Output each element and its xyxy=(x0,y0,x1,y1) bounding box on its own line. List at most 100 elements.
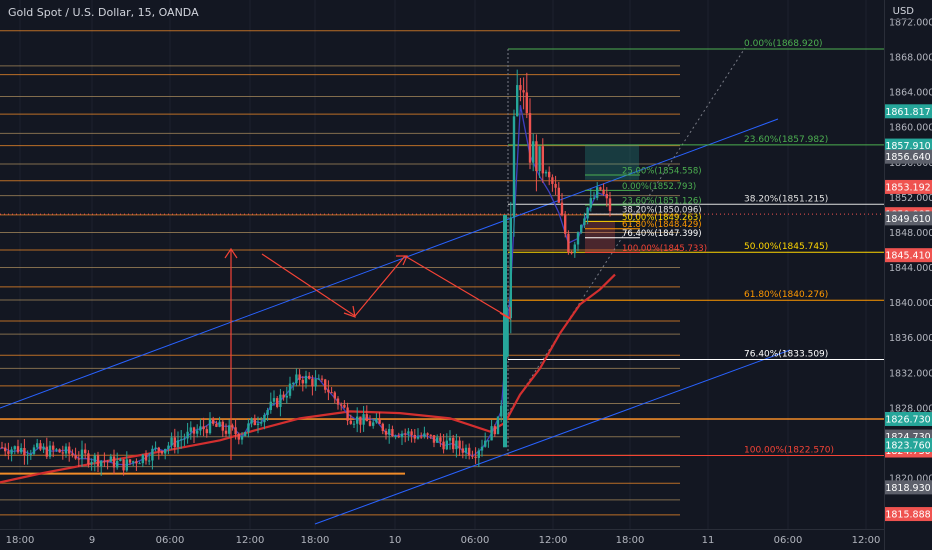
price-tick-label: 1836.000 xyxy=(889,333,932,344)
candle-body xyxy=(413,434,416,439)
candle-body xyxy=(298,374,301,380)
candle-body xyxy=(247,423,250,432)
candle-body xyxy=(77,458,80,460)
fib-level-label: 0.00%(1868.920) xyxy=(744,39,823,49)
candle-body xyxy=(368,421,372,426)
candle-body xyxy=(487,440,490,442)
ema-fast-line xyxy=(0,105,608,466)
candle-body xyxy=(170,437,173,446)
candle-body xyxy=(260,422,263,424)
candle-body xyxy=(535,141,538,172)
candle-body xyxy=(253,418,256,426)
candle-body xyxy=(173,437,176,448)
candle-body xyxy=(282,394,285,398)
candle-body xyxy=(301,379,304,384)
candle-body xyxy=(205,429,208,434)
candle-body xyxy=(557,187,560,203)
fib-level-label: 76.40%(1833.509) xyxy=(744,350,828,360)
candle-body xyxy=(567,233,570,253)
candle-body xyxy=(452,437,455,450)
candle-body xyxy=(442,441,445,450)
candle-body xyxy=(426,433,429,435)
candle-body xyxy=(112,456,116,468)
candle-body xyxy=(343,404,346,408)
price-tag-label: 1856.640 xyxy=(885,152,930,163)
time-tick-label: 18:00 xyxy=(616,535,645,546)
target-zone-box xyxy=(585,144,639,180)
candle-body xyxy=(372,422,375,426)
candle-body xyxy=(263,414,266,423)
candle-body xyxy=(512,116,516,218)
candle-body xyxy=(266,410,269,415)
candle-body xyxy=(32,447,36,454)
price-tag-label: 1823.760 xyxy=(885,441,930,452)
candle-body xyxy=(288,383,292,396)
arrow-zigzag-path xyxy=(261,253,511,319)
time-tick-label: 10 xyxy=(389,535,402,546)
candle-body xyxy=(285,395,288,398)
candle-body xyxy=(362,414,365,425)
candle-body xyxy=(215,423,218,427)
candle-body xyxy=(231,425,234,428)
candle-body xyxy=(436,437,439,443)
candle-body xyxy=(525,92,528,114)
price-tick-label: 1820.000 xyxy=(889,474,932,485)
fib-small-label: 76.40%(1847.399) xyxy=(622,229,702,239)
candle-body xyxy=(532,141,535,163)
candle-body xyxy=(474,456,477,458)
fib-small-label: 100.00%(1845.733) xyxy=(622,244,707,254)
candle-body xyxy=(4,447,7,452)
candle-body xyxy=(324,379,327,390)
candle-body xyxy=(87,453,90,465)
price-tick-label: 1860.000 xyxy=(889,123,932,134)
candle-body xyxy=(400,433,404,438)
candle-body xyxy=(509,217,512,319)
candle-body xyxy=(580,224,583,233)
candle-body xyxy=(365,414,368,422)
price-tick-label: 1852.000 xyxy=(889,193,932,204)
arrow-zigzag-head-2 xyxy=(396,255,408,266)
price-tag-label: 1824.730 xyxy=(885,432,930,443)
candle-body xyxy=(292,383,295,385)
fib-small-label: 38.20%(1850.096) xyxy=(622,206,702,216)
candle-body xyxy=(560,202,564,216)
candle-body xyxy=(0,447,4,449)
candle-body xyxy=(381,423,384,431)
candle-body xyxy=(148,460,151,462)
candle-body xyxy=(484,440,487,447)
candle-body xyxy=(608,198,612,211)
candle-body xyxy=(167,445,170,449)
candle-body xyxy=(320,378,324,380)
candle-body xyxy=(311,378,314,387)
time-axis-border xyxy=(0,529,884,530)
candle-body xyxy=(212,418,215,424)
candle-body xyxy=(74,454,77,459)
candle-body xyxy=(256,423,260,426)
candle-body xyxy=(39,443,42,450)
currency-label[interactable]: USD xyxy=(892,6,914,20)
candle-body xyxy=(522,90,525,93)
candle-body xyxy=(378,418,381,424)
price-tag-label: 1818.930 xyxy=(885,483,930,494)
candle-body xyxy=(429,434,432,436)
candle-body xyxy=(455,440,458,450)
candle-body xyxy=(240,435,244,440)
candle-body xyxy=(352,423,356,425)
candle-body xyxy=(477,450,480,458)
candle-body xyxy=(154,447,157,449)
candle-body xyxy=(330,392,333,394)
candle-body xyxy=(276,398,279,407)
price-tag-bg xyxy=(884,480,932,495)
candle-body xyxy=(500,405,503,417)
candle-body xyxy=(432,435,436,443)
candle-body xyxy=(132,461,135,463)
fibonacci-retracement: 0.00%(1868.920) 23.60%(1857.982) 38.20%(18… xyxy=(507,39,884,456)
fib-small-label: 25.00%(1854.558) xyxy=(622,166,702,176)
candle-body xyxy=(135,461,138,464)
candle-body xyxy=(589,198,592,208)
price-tags: 1861.8171857.9101856.6401853.1921850.085… xyxy=(884,104,932,522)
candle-body xyxy=(125,459,128,471)
price-tag-bg xyxy=(884,211,932,226)
candle-body xyxy=(16,446,20,453)
